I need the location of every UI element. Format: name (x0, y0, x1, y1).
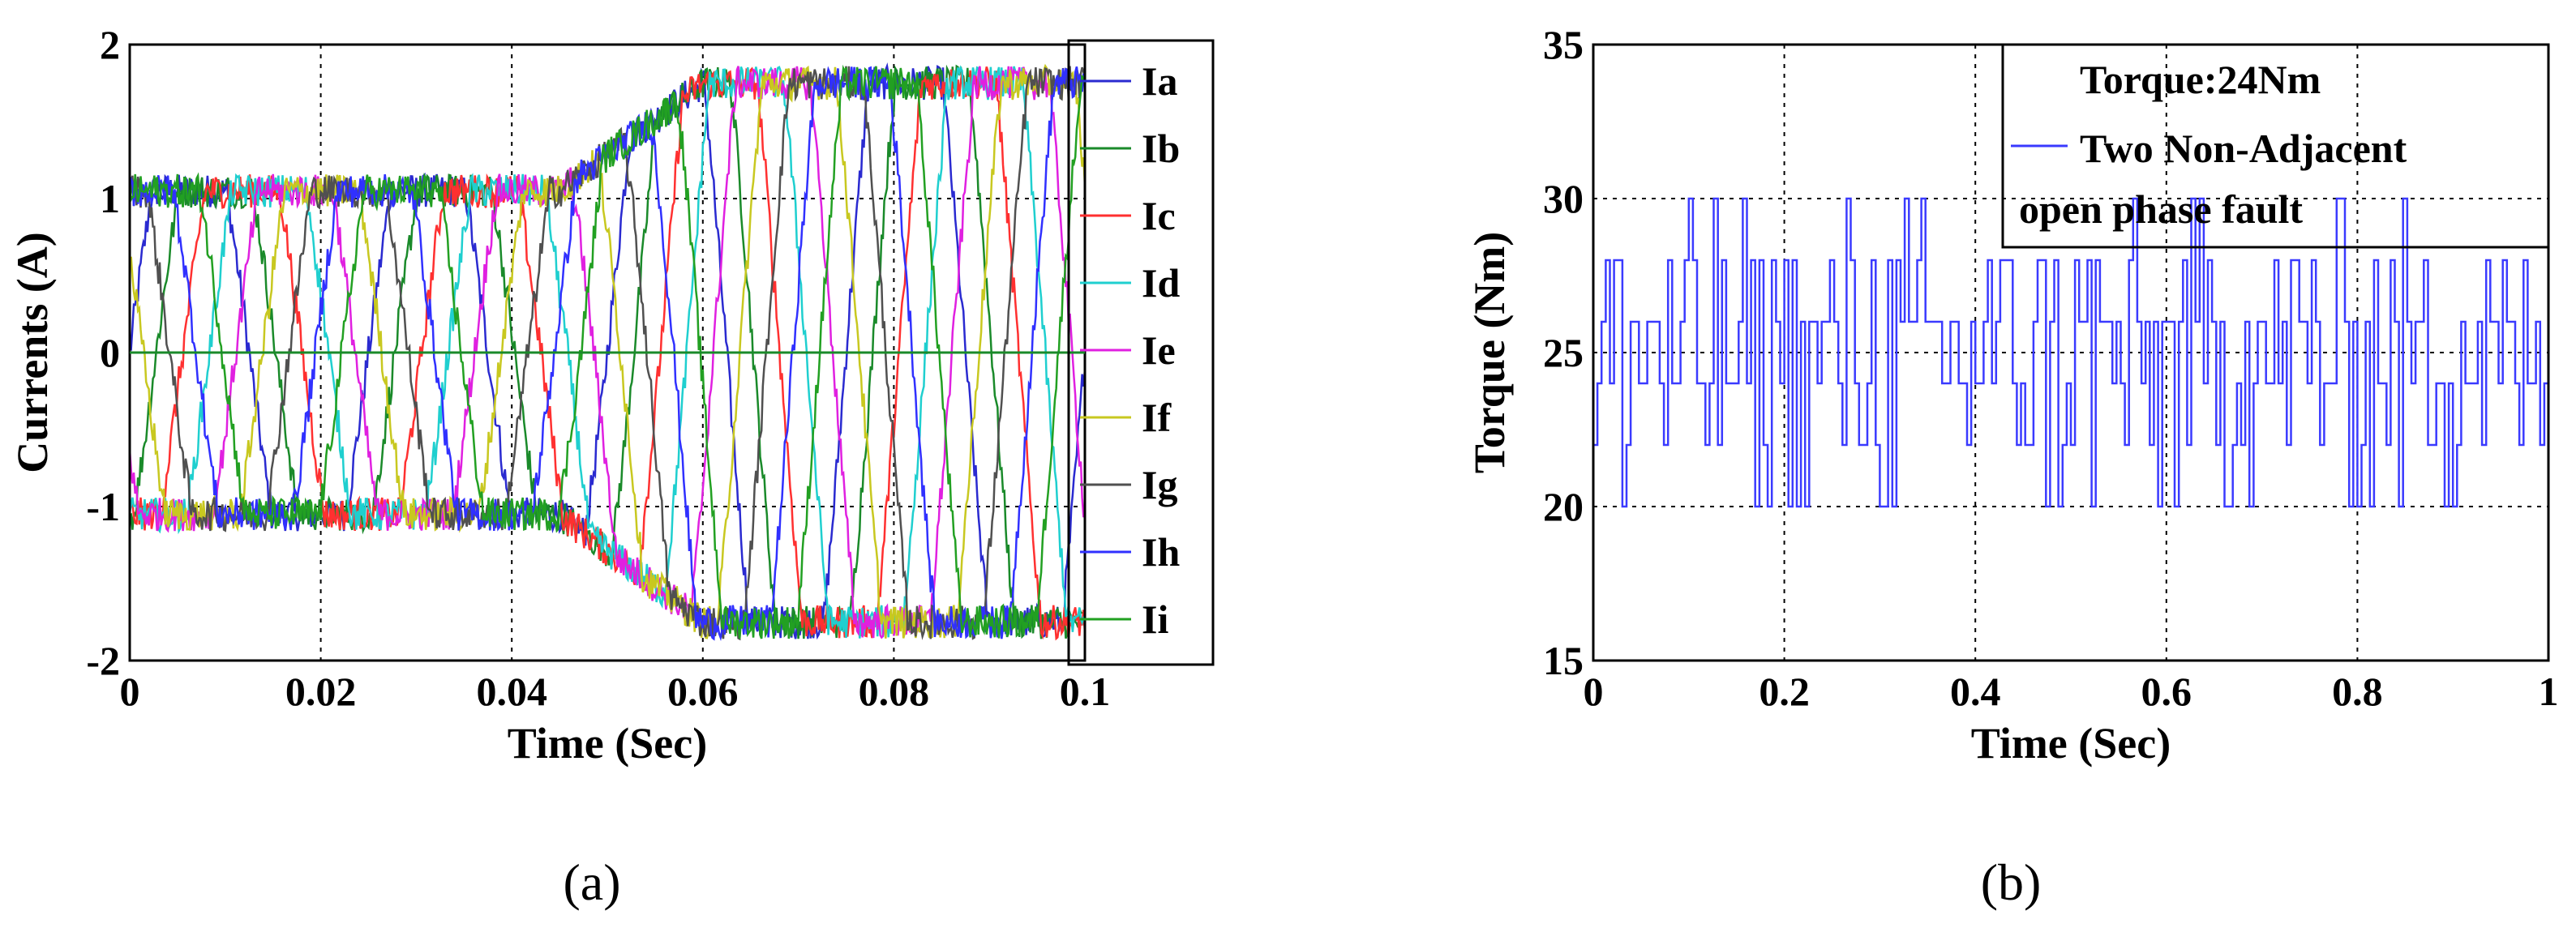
torque-y-tick-label: 20 (1543, 484, 1584, 529)
currents-y-tick-label: -2 (86, 638, 120, 683)
torque-y-tick-label: 15 (1543, 638, 1584, 683)
currents-legend-entry: Ih (1142, 529, 1180, 575)
currents-y-tick-label: 2 (100, 22, 120, 67)
torque-x-tick-label: 0 (1584, 669, 1604, 714)
currents-legend-entry: Ia (1142, 58, 1177, 104)
currents-y-tick-label: -1 (86, 484, 120, 529)
torque-series-line (1593, 197, 2548, 508)
currents-legend-entry: Id (1142, 260, 1180, 306)
torque-x-tick-label: 0.4 (1950, 669, 2001, 714)
torque-legend: Torque:24Nm Two Non-Adjacent open phase … (2001, 43, 2550, 249)
currents-y-axis-label: Currents (A) (8, 232, 57, 473)
currents-x-tick-label: 0.02 (285, 669, 357, 714)
currents-x-tick-label: 0.08 (859, 669, 930, 714)
torque-y-tick-label: 25 (1543, 330, 1584, 375)
torque-y-tick-label: 30 (1543, 176, 1584, 221)
torque-series-group (1593, 197, 2548, 508)
currents-legend-box (1067, 39, 1215, 666)
currents-legend-entry: Ii (1142, 597, 1168, 642)
currents-x-tick-label: 0.1 (1060, 669, 1111, 714)
currents-series-group (128, 62, 1087, 641)
currents-legend-entry: Ig (1142, 462, 1177, 507)
torque-y-axis-label: Torque (Nm) (1465, 232, 1514, 474)
currents-y-tick-label: 1 (100, 176, 120, 221)
torque-legend-title: Torque:24Nm (2080, 57, 2321, 102)
torque-x-tick-label: 1 (2539, 669, 2559, 714)
chart-torque: 15 20 25 30 35 0 0.2 0.4 0.6 0.8 1 Time (Sec) Tor… (1465, 22, 2559, 911)
currents-series-If (128, 63, 1087, 639)
currents-legend-entry: Ib (1142, 126, 1180, 171)
torque-legend-box (2001, 43, 2550, 249)
currents-x-axis-label: Time (Sec) (508, 719, 707, 768)
torque-y-tick-label: 35 (1543, 22, 1584, 67)
currents-x-tick-label: 0.06 (667, 669, 739, 714)
torque-x-tick-label: 0.8 (2332, 669, 2383, 714)
currents-x-tick-label: 0.04 (476, 669, 547, 714)
currents-x-ticks: 0 0.02 0.04 0.06 0.08 0.1 (120, 669, 1111, 714)
torque-x-tick-label: 0.2 (1759, 669, 1810, 714)
currents-y-tick-label: 0 (100, 330, 120, 375)
currents-y-ticks: -2 -1 0 1 2 (86, 22, 120, 683)
torque-legend-entry-line1: Two Non-Adjacent (2080, 126, 2407, 171)
torque-y-ticks: 15 20 25 30 35 (1543, 22, 1584, 683)
torque-x-tick-label: 0.6 (2141, 669, 2192, 714)
torque-x-ticks: 0 0.2 0.4 0.6 0.8 1 (1584, 669, 2559, 714)
panel-label-b: (b) (1981, 853, 2042, 911)
currents-legend: Ia Ib Ic Id Ie If Ig Ih Ii (1067, 39, 1215, 666)
torque-legend-entry-line2: open phase fault (2019, 186, 2303, 232)
currents-legend-entry: Ie (1142, 327, 1176, 373)
torque-x-axis-label: Time (Sec) (1971, 719, 2171, 768)
currents-legend-entry: Ic (1142, 193, 1176, 238)
torque-grid (1593, 45, 2548, 661)
currents-series-Id (128, 65, 1086, 639)
currents-series-Ii (128, 64, 1087, 639)
currents-legend-entry: If (1142, 395, 1172, 440)
panel-label-a: (a) (563, 853, 620, 911)
currents-x-tick-label: 0 (120, 669, 140, 714)
